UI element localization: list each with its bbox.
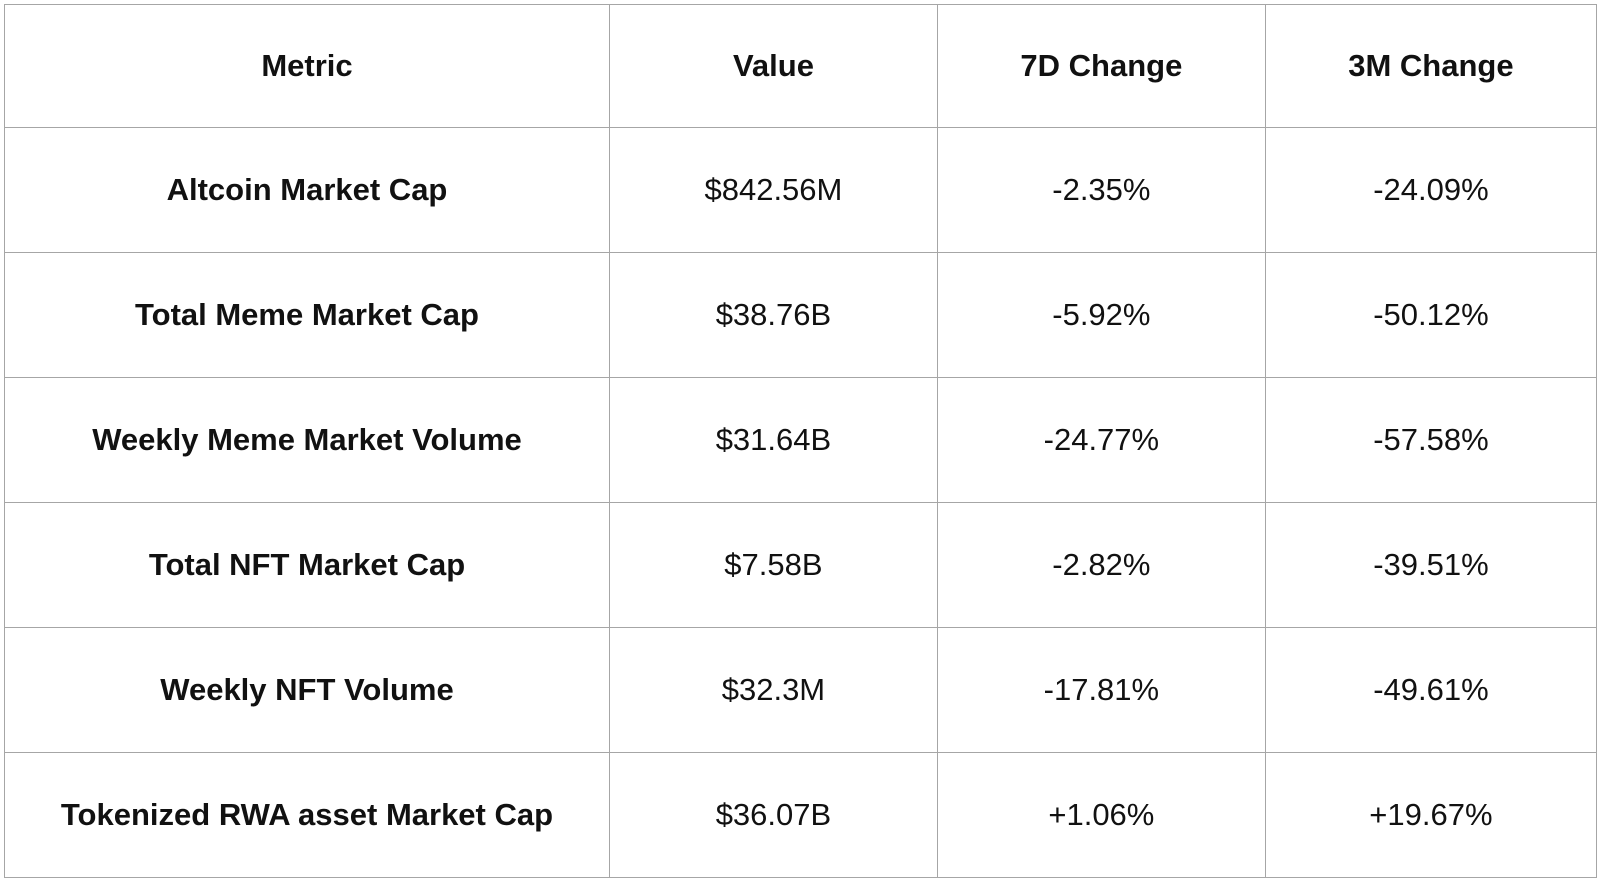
change-3m-cell: -24.09% xyxy=(1264,127,1598,253)
header-cell-7d-change: 7D Change xyxy=(936,4,1266,128)
change-7d-cell: +1.06% xyxy=(936,752,1266,878)
value-cell: $36.07B xyxy=(608,752,938,878)
value-cell: $842.56M xyxy=(608,127,938,253)
change-7d-cell: -17.81% xyxy=(936,627,1266,753)
metric-cell: Total Meme Market Cap xyxy=(4,252,610,378)
metric-cell: Total NFT Market Cap xyxy=(4,502,610,628)
table-row: Total NFT Market Cap $7.58B -2.82% -39.5… xyxy=(4,502,1598,628)
value-cell: $32.3M xyxy=(608,627,938,753)
change-7d-cell: -2.82% xyxy=(936,502,1266,628)
change-7d-cell: -24.77% xyxy=(936,377,1266,503)
value-cell: $31.64B xyxy=(608,377,938,503)
metric-cell: Tokenized RWA asset Market Cap xyxy=(4,752,610,878)
header-cell-value: Value xyxy=(608,4,938,128)
change-3m-cell: +19.67% xyxy=(1264,752,1598,878)
table-row: Total Meme Market Cap $38.76B -5.92% -50… xyxy=(4,252,1598,378)
header-cell-metric: Metric xyxy=(4,4,610,128)
change-7d-cell: -5.92% xyxy=(936,252,1266,378)
header-row: Metric Value 7D Change 3M Change xyxy=(4,4,1598,128)
table-row: Weekly NFT Volume $32.3M -17.81% -49.61% xyxy=(4,627,1598,753)
metric-cell: Weekly NFT Volume xyxy=(4,627,610,753)
change-7d-cell: -2.35% xyxy=(936,127,1266,253)
table-row: Tokenized RWA asset Market Cap $36.07B +… xyxy=(4,752,1598,878)
change-3m-cell: -50.12% xyxy=(1264,252,1598,378)
change-3m-cell: -39.51% xyxy=(1264,502,1598,628)
metric-cell: Altcoin Market Cap xyxy=(4,127,610,253)
change-3m-cell: -57.58% xyxy=(1264,377,1598,503)
value-cell: $7.58B xyxy=(608,502,938,628)
table-row: Altcoin Market Cap $842.56M -2.35% -24.0… xyxy=(4,127,1598,253)
metric-cell: Weekly Meme Market Volume xyxy=(4,377,610,503)
value-cell: $38.76B xyxy=(608,252,938,378)
metrics-table: Metric Value 7D Change 3M Change Altcoin… xyxy=(4,4,1598,878)
table-row: Weekly Meme Market Volume $31.64B -24.77… xyxy=(4,377,1598,503)
header-cell-3m-change: 3M Change xyxy=(1264,4,1598,128)
change-3m-cell: -49.61% xyxy=(1264,627,1598,753)
